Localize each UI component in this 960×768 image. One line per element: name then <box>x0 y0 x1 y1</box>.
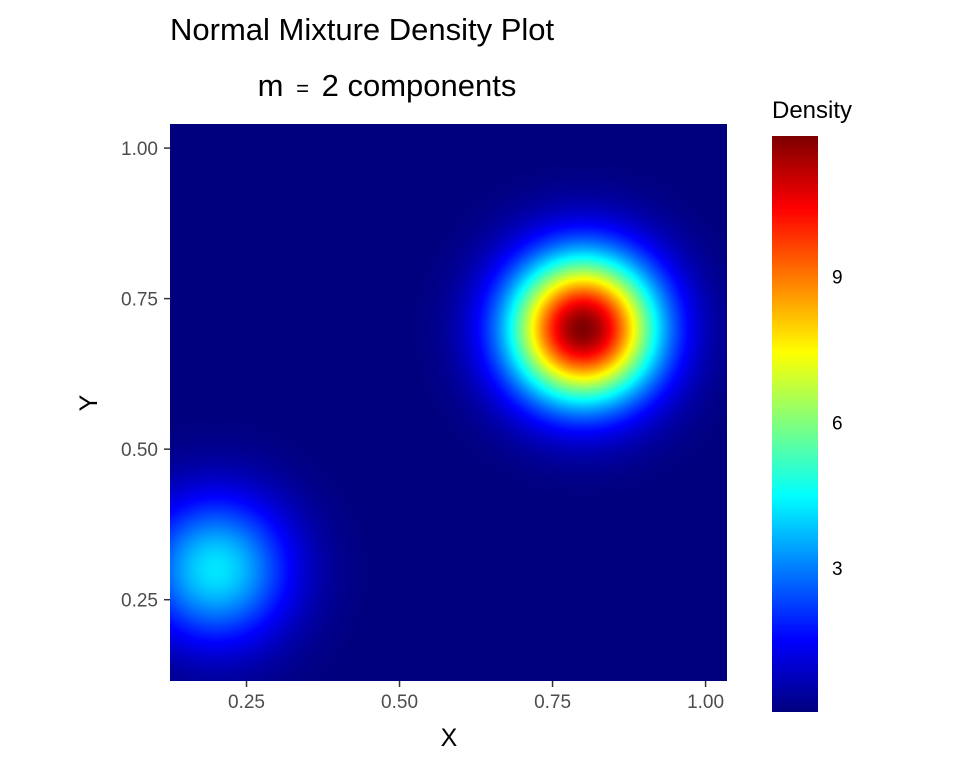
x-axis-title: X <box>441 724 458 752</box>
y-tick-label: 1.00 <box>121 139 158 160</box>
legend-tick-label: 6 <box>832 413 843 434</box>
chart-subtitle: m = 2 components <box>258 68 517 103</box>
subtitle-operator: = <box>296 76 309 101</box>
x-tick-label: 0.75 <box>534 692 571 713</box>
x-tick-label: 0.50 <box>381 692 418 713</box>
legend-tick-label: 3 <box>832 559 843 580</box>
x-tick-label: 1.00 <box>687 692 724 713</box>
y-tick-label: 0.75 <box>121 290 158 311</box>
x-tick-label: 0.25 <box>228 692 265 713</box>
y-axis-title: Y <box>75 394 103 411</box>
y-axis: 0.25 0.50 0.75 1.00 <box>121 139 170 612</box>
chart-title: Normal Mixture Density Plot <box>170 12 555 47</box>
subtitle-text: 2 components <box>322 68 517 103</box>
legend-colorbar <box>772 136 818 712</box>
legend-tick-label: 9 <box>832 268 843 289</box>
y-tick-label: 0.25 <box>121 591 158 612</box>
legend-title: Density <box>772 97 852 124</box>
x-axis: 0.25 0.50 0.75 1.00 <box>228 681 724 713</box>
subtitle-variable: m <box>258 68 284 103</box>
heatmap-panel <box>170 124 727 681</box>
y-tick-label: 0.50 <box>121 440 158 461</box>
